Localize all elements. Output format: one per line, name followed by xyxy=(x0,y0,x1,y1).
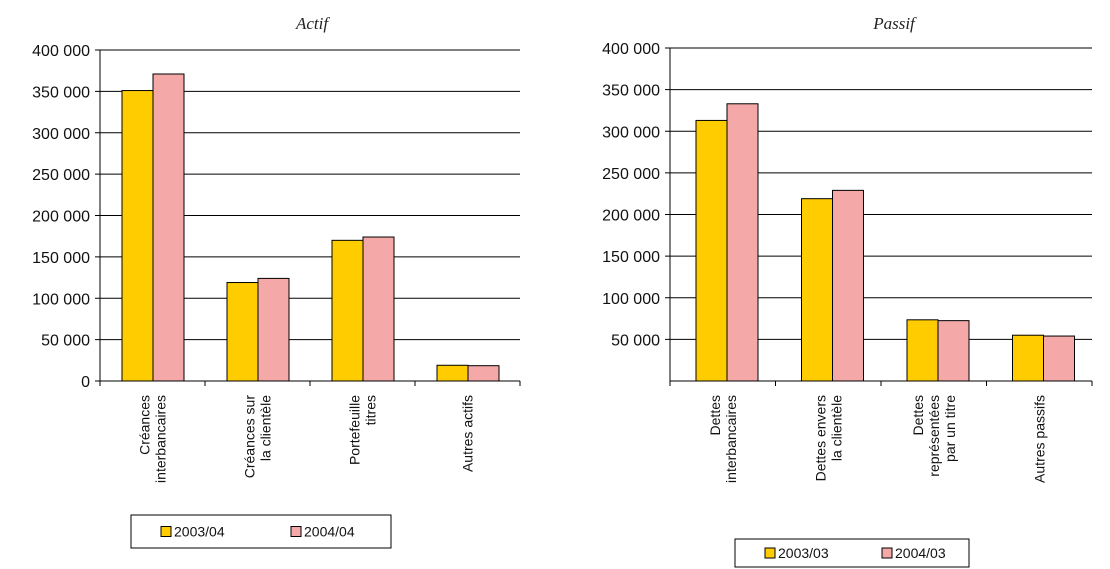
y-tick-label: 350 000 xyxy=(32,84,90,101)
bar xyxy=(1043,335,1075,382)
y-tick-label: 300 000 xyxy=(32,126,90,143)
legend-swatch xyxy=(160,526,172,537)
actif-chart: 0 50 000 100 000 150 000 200 000 250 000 300 0… xyxy=(32,43,521,549)
category-label: Dettes enversla clientèle xyxy=(812,395,844,482)
bar xyxy=(331,239,364,382)
legend-label: 2004/04 xyxy=(304,524,355,540)
bar xyxy=(726,103,759,382)
legend-swatch xyxy=(764,547,776,559)
y-tick-label: 300 000 xyxy=(602,124,660,141)
legend-box xyxy=(130,514,392,549)
legend: 2003/03 2004/03 xyxy=(734,538,970,568)
y-tick-label: 400 000 xyxy=(602,41,660,58)
category-label: Dettesinterbancaires xyxy=(707,395,739,483)
legend-label: 2004/03 xyxy=(895,545,946,561)
y-tick-label: 200 000 xyxy=(602,208,660,225)
legend-swatch xyxy=(290,526,302,537)
category-label: Autres actifs xyxy=(460,395,476,472)
legend-swatch xyxy=(881,547,893,559)
y-tick-label: 350 000 xyxy=(602,83,660,100)
bar xyxy=(801,198,833,382)
category-label: Créancesinterbancaires xyxy=(137,395,169,483)
y-tick-label: 250 000 xyxy=(32,167,90,184)
bar xyxy=(257,277,290,382)
bar xyxy=(832,189,864,382)
bar xyxy=(121,90,154,382)
category-label: Créances surla clientèle xyxy=(242,395,274,479)
y-tick-label: 150 000 xyxy=(32,250,90,267)
category-label: Autres passifs xyxy=(1031,395,1047,483)
category-label: Dettesreprésentéespar un titre xyxy=(910,395,958,477)
bar xyxy=(226,282,259,382)
bar xyxy=(467,365,500,382)
bar xyxy=(906,319,939,382)
y-tick-label: 200 000 xyxy=(32,209,90,226)
y-tick-label: 50 000 xyxy=(611,332,660,349)
bar xyxy=(152,73,185,382)
category-label: Portefeuilletitres xyxy=(347,395,379,465)
y-tick-label: 100 000 xyxy=(602,291,660,308)
bar xyxy=(695,119,728,382)
passif-chart: 50 000 100 000 150 000 200 000 250 000 300 00… xyxy=(602,41,1093,568)
y-tick-label: 0 xyxy=(81,374,90,391)
y-tick-label: 50 000 xyxy=(41,333,90,350)
legend: 2003/04 2004/04 xyxy=(130,514,392,549)
legend-label: 2003/03 xyxy=(778,545,829,561)
passif-chart-title: Passif xyxy=(872,14,917,33)
y-tick-label: 100 000 xyxy=(32,291,90,308)
y-tick-label: 150 000 xyxy=(602,249,660,266)
bar xyxy=(436,364,469,382)
y-tick-label: 400 000 xyxy=(32,43,90,60)
bar xyxy=(362,236,395,382)
actif-chart-title: Actif xyxy=(295,14,330,33)
legend-label: 2003/04 xyxy=(174,524,225,540)
bar xyxy=(1012,334,1044,382)
bar xyxy=(937,320,970,382)
y-tick-label: 250 000 xyxy=(602,166,660,183)
